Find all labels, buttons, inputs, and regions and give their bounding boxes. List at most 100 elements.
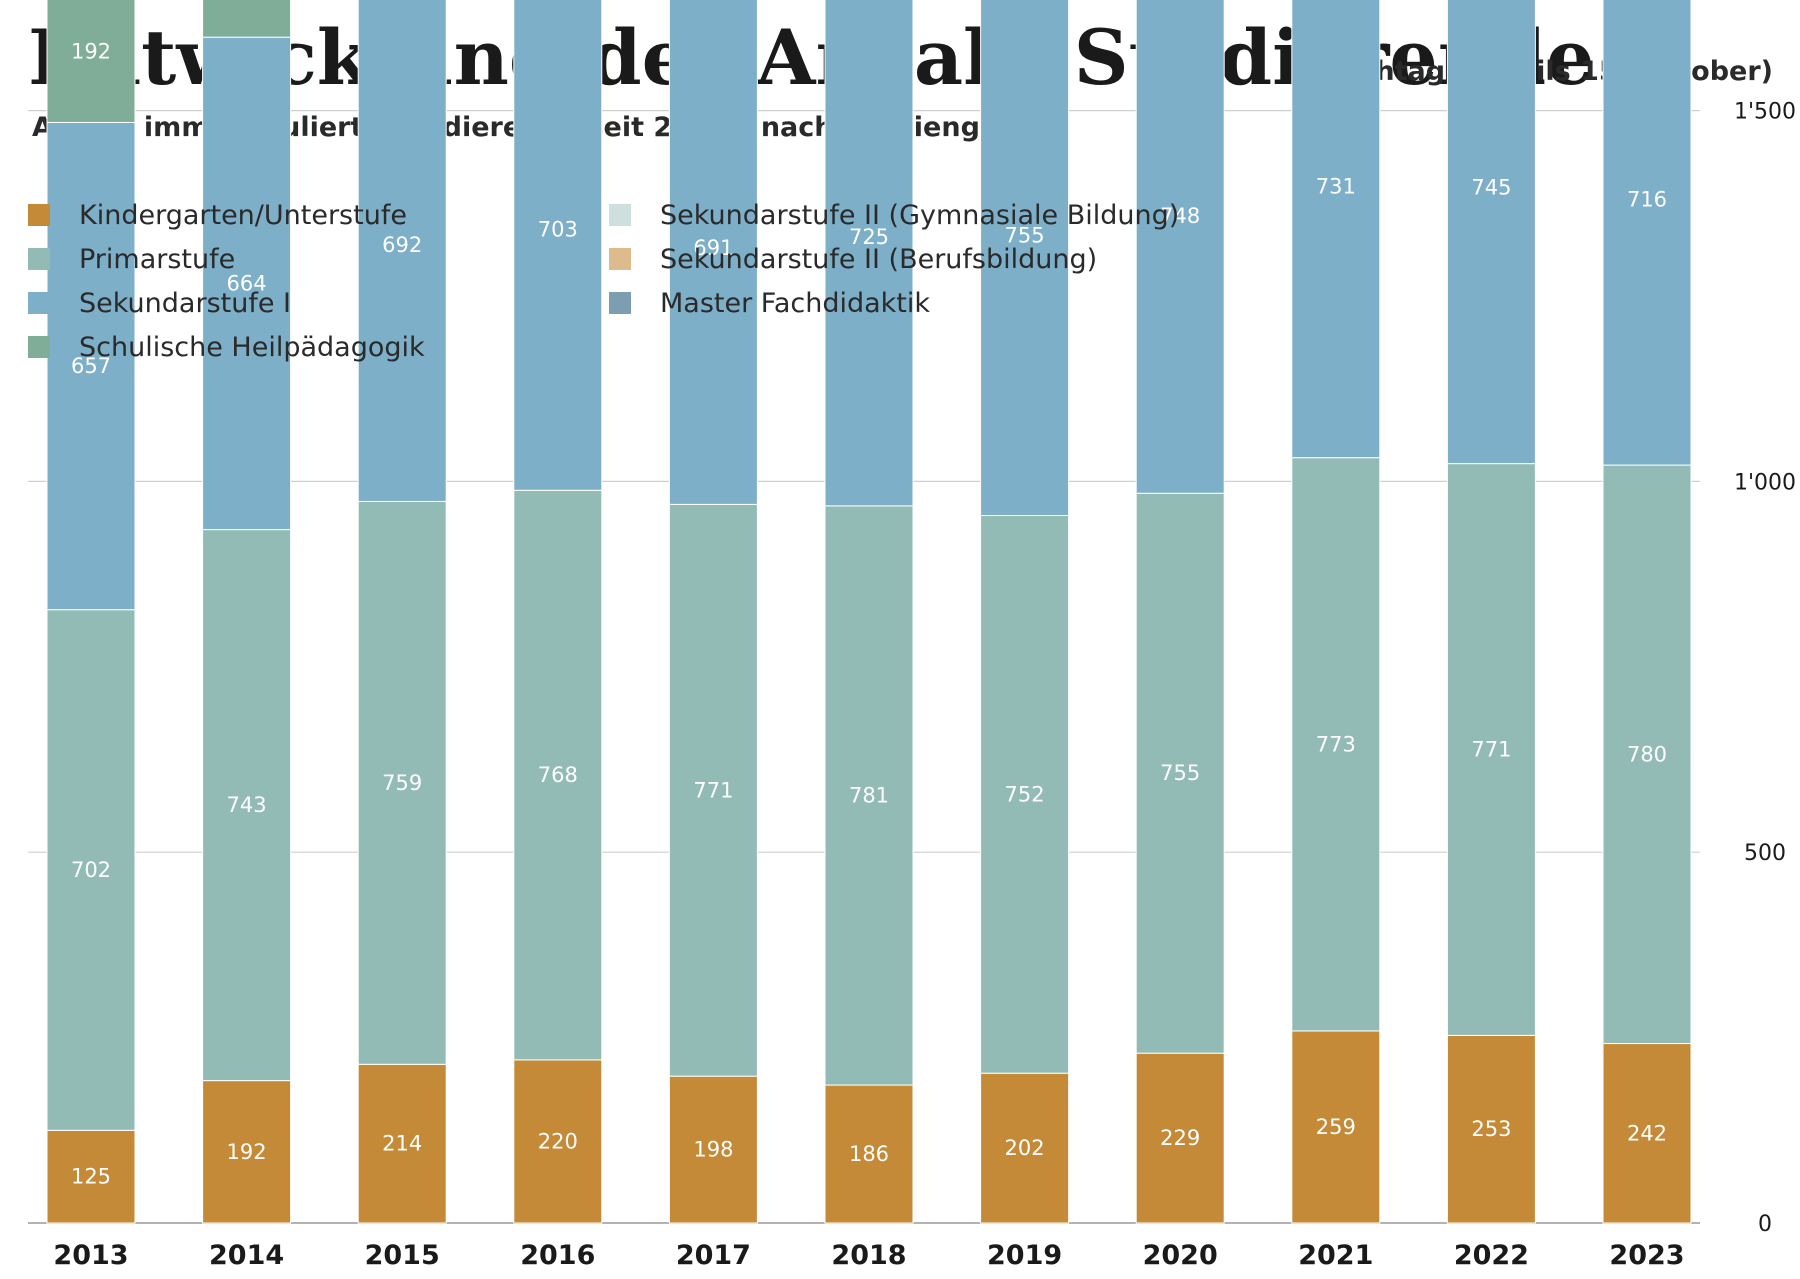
data-label: 702 — [71, 858, 111, 882]
bar-segment — [46, 1129, 136, 1224]
data-label: 743 — [227, 793, 267, 817]
data-label: 253 — [1471, 1117, 1511, 1141]
bar-segment — [357, 0, 447, 502]
x-tick-label: 2022 — [1454, 1240, 1529, 1271]
bar-segment — [202, 0, 292, 38]
data-label: 691 — [693, 236, 733, 260]
data-label: 192 — [71, 39, 111, 63]
bar-segment — [1446, 463, 1536, 1036]
bar-segment — [513, 0, 603, 491]
bar-segment — [202, 1080, 292, 1224]
legend-swatch — [609, 248, 631, 270]
chart-note: (Stichtag: jeweils 15. Oktober) — [1305, 56, 1773, 87]
bar-segment — [1135, 1052, 1225, 1224]
data-label: 731 — [1316, 175, 1356, 199]
data-label: 198 — [693, 1138, 733, 1162]
bar-segment — [824, 0, 914, 507]
legend-label: Sekundarstufe II (Berufsbildung) — [660, 244, 1097, 275]
legend-swatch — [28, 204, 50, 226]
bar-segment — [1602, 464, 1692, 1045]
bar-segment — [1135, 0, 1225, 494]
data-label: 202 — [1005, 1136, 1045, 1160]
bar-segment — [824, 505, 914, 1086]
data-label: 242 — [1627, 1121, 1667, 1145]
legend-label: Sekundarstufe I — [79, 288, 291, 319]
y-tick-label: 500 — [1744, 841, 1786, 866]
bar-segment — [1446, 0, 1536, 465]
data-label: 755 — [1160, 761, 1200, 785]
data-label: 716 — [1627, 188, 1667, 212]
data-label: 781 — [849, 783, 889, 807]
legend-swatch — [28, 292, 50, 314]
data-label: 768 — [538, 763, 578, 787]
y-tick-label: 0 — [1758, 1212, 1772, 1237]
bar-segment — [1291, 1030, 1381, 1224]
x-tick-label: 2023 — [1609, 1240, 1684, 1271]
data-label: 657 — [71, 354, 111, 378]
bar-segment — [202, 529, 292, 1082]
data-label: 664 — [227, 271, 267, 295]
data-label: 725 — [849, 225, 889, 249]
bar-segment — [980, 0, 1070, 517]
bar-segment — [668, 1075, 758, 1224]
legend-label: Schulische Heilpädagogik — [79, 332, 425, 363]
legend-swatch — [609, 292, 631, 314]
bar-segment — [1602, 1043, 1692, 1224]
data-label: 745 — [1471, 175, 1511, 199]
bar-segment — [1135, 492, 1225, 1054]
bar-segment — [46, 609, 136, 1131]
data-label: 773 — [1316, 732, 1356, 756]
legend-label: Master Fachdidaktik — [660, 288, 930, 319]
data-label: 755 — [1005, 224, 1045, 248]
data-label: 752 — [1005, 782, 1045, 806]
legend: Kindergarten/Unterstufe Primarstufe Sekund… — [28, 200, 1179, 363]
y-tick-label: 1'500 — [1734, 100, 1796, 125]
y-tick-label: 1'000 — [1734, 470, 1796, 495]
x-tick-label: 2014 — [209, 1240, 284, 1271]
x-tick-label: 2016 — [520, 1240, 595, 1271]
bar-segment — [513, 1059, 603, 1224]
bar-segment — [980, 1072, 1070, 1224]
legend-label: Sekundarstufe II (Gymnasiale Bildung) — [660, 200, 1179, 231]
bar-segment — [357, 1063, 447, 1224]
data-label: 780 — [1627, 742, 1667, 766]
legend-swatch — [609, 204, 631, 226]
bar-segment — [1291, 457, 1381, 1032]
data-label: 771 — [1471, 737, 1511, 761]
data-label: 259 — [1316, 1115, 1356, 1139]
data-label: 192 — [227, 1140, 267, 1164]
data-label: 692 — [382, 233, 422, 257]
data-label: 229 — [1160, 1126, 1200, 1150]
data-label: 125 — [71, 1165, 111, 1189]
x-axis: 2013 2014 2015 2016 2017 2018 2019 2020 2021 2022… — [53, 1240, 1684, 1271]
data-label: 771 — [693, 778, 733, 802]
bar-segment — [980, 515, 1070, 1074]
bar-segment — [1291, 0, 1381, 459]
legend-label: Primarstufe — [79, 244, 235, 275]
data-label: 220 — [538, 1129, 578, 1153]
data-label: 703 — [538, 218, 578, 242]
x-tick-label: 2018 — [831, 1240, 906, 1271]
data-label: 748 — [1160, 204, 1200, 228]
legend-label: Kindergarten/Unterstufe — [79, 200, 407, 231]
x-tick-label: 2013 — [53, 1240, 128, 1271]
bar-segment — [357, 500, 447, 1065]
bar-segment — [1602, 0, 1692, 466]
x-tick-label: 2015 — [365, 1240, 440, 1271]
data-label: 214 — [382, 1132, 422, 1156]
x-tick-label: 2021 — [1298, 1240, 1373, 1271]
bar-segment — [46, 121, 136, 611]
x-tick-label: 2017 — [676, 1240, 751, 1271]
bar-segment — [668, 503, 758, 1077]
bar-segment — [46, 0, 136, 123]
x-tick-label: 2020 — [1143, 1240, 1218, 1271]
bar-segment — [513, 489, 603, 1061]
bar-segment — [668, 0, 758, 505]
x-tick-label: 2019 — [987, 1240, 1062, 1271]
data-label: 186 — [849, 1142, 889, 1166]
bar-segment — [202, 36, 292, 531]
data-label: 759 — [382, 771, 422, 795]
